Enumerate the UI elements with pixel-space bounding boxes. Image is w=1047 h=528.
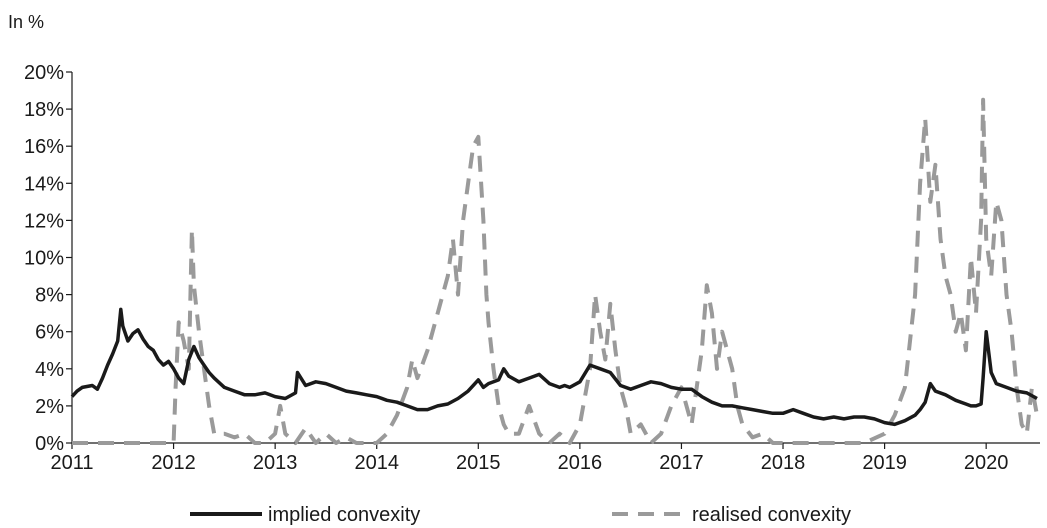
x-tick-label: 2017 [659, 452, 704, 474]
x-tick-label: 2020 [964, 452, 1009, 474]
x-tick-label: 2011 [50, 452, 93, 474]
y-tick-label: 20% [24, 62, 64, 84]
series-realised-convexity-line [72, 97, 1039, 445]
x-tick-label: 2018 [761, 452, 806, 474]
x-axis: 2011 2012 2013 2014 2015 2016 2017 2018 2019 2020 [50, 442, 1040, 474]
y-tick-label: 4% [35, 359, 64, 381]
y-axis: 0% 2% 4% 6% 8% 10% 12% 14% 16% 18% 20% [24, 62, 73, 455]
y-tick-label: 2% [35, 396, 64, 418]
y-tick-label: 10% [24, 248, 64, 270]
y-tick-label: 0% [35, 433, 64, 455]
y-tick-label: 12% [24, 210, 64, 232]
series-layer [70, 97, 1039, 445]
legend-label-implied: implied convexity [268, 504, 420, 526]
legend: implied convexity realised convexity [190, 504, 851, 526]
x-tick-label: 2016 [558, 452, 603, 474]
x-tick-label: 2015 [456, 452, 501, 474]
legend-label-realised: realised convexity [692, 504, 851, 526]
y-tick-label: 8% [35, 285, 64, 307]
x-tick-label: 2012 [151, 452, 196, 474]
y-tick-label: 18% [24, 99, 64, 121]
x-tick-label: 2019 [862, 452, 907, 474]
y-tick-label: 16% [24, 136, 64, 158]
x-tick-label: 2014 [354, 452, 399, 474]
y-unit-label: In % [8, 12, 44, 32]
x-tick-label: 2013 [253, 452, 298, 474]
series-implied-convexity-line [70, 307, 1038, 427]
y-tick-label: 6% [35, 322, 64, 344]
y-tick-label: 14% [24, 173, 64, 195]
